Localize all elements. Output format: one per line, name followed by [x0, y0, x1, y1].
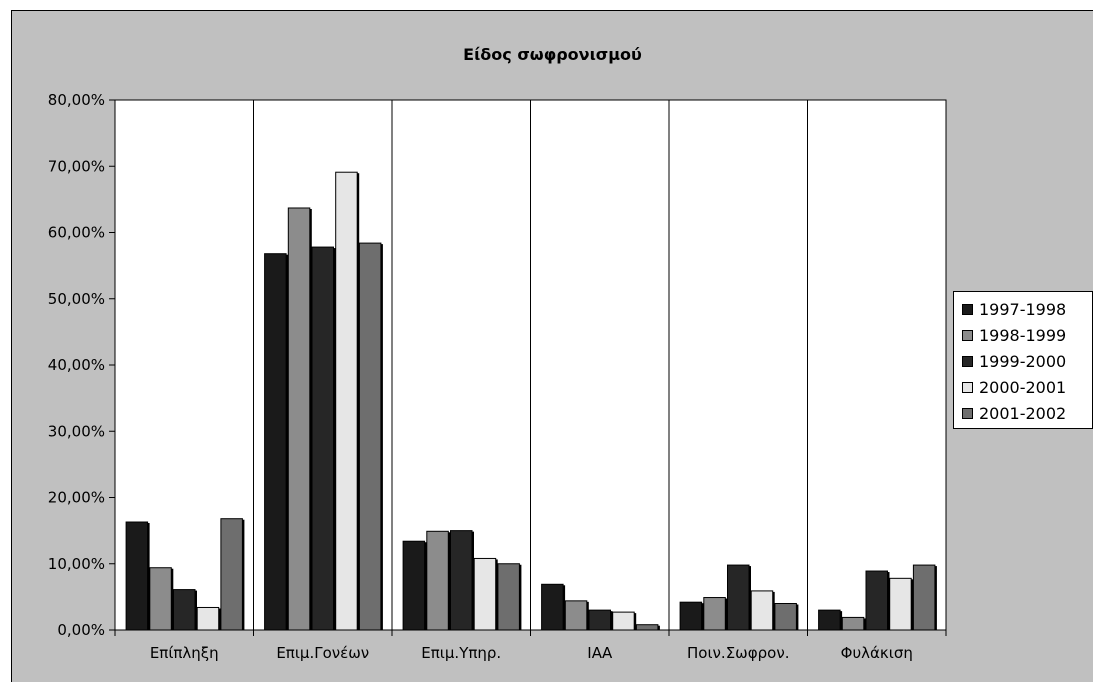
- legend-swatch: [962, 355, 973, 367]
- bar: [865, 570, 888, 631]
- legend-item: 1999-2000: [962, 348, 1092, 374]
- bar: [426, 530, 449, 631]
- legend-swatch: [962, 329, 973, 341]
- legend-label: 1999-2000: [979, 351, 1067, 371]
- legend-item: 1998-1999: [962, 322, 1092, 348]
- legend-item: 2000-2001: [962, 374, 1092, 400]
- bar: [588, 609, 611, 631]
- legend-item: 1997-1998: [962, 296, 1092, 322]
- y-tick-label: 20,00%: [48, 489, 105, 507]
- bar: [912, 564, 936, 631]
- bar: [402, 540, 426, 631]
- y-tick-label: 70,00%: [48, 157, 105, 175]
- legend-label: 1998-1999: [979, 325, 1067, 345]
- bar: [679, 601, 703, 631]
- bar: [564, 600, 588, 631]
- chart-title: Είδος σωφρονισμού: [463, 45, 642, 64]
- y-tick-label: 40,00%: [48, 356, 105, 374]
- bar: [311, 246, 334, 631]
- bar: [358, 242, 382, 631]
- y-tick-label: 30,00%: [48, 422, 105, 440]
- chart-legend: 1997-1998 1998-1999 1999-2000 2000-2001 2001…: [953, 291, 1093, 429]
- y-tick-label: 0,00%: [57, 621, 105, 639]
- bar: [497, 563, 520, 631]
- bar: [287, 207, 311, 631]
- x-tick-label: Επιμ.Υπηρ.: [421, 644, 501, 662]
- bar: [703, 597, 726, 631]
- legend-label: 2000-2001: [979, 377, 1067, 397]
- bar: [125, 521, 149, 631]
- bar: [149, 567, 172, 631]
- legend-label: 2001-2002: [979, 403, 1067, 423]
- bar: [264, 253, 287, 631]
- bar: [173, 589, 196, 631]
- bar: [841, 616, 865, 631]
- y-tick-label: 50,00%: [48, 290, 105, 308]
- x-tick-label: Επίπληξη: [150, 644, 219, 662]
- bar: [635, 624, 659, 631]
- bar: [727, 564, 750, 631]
- bar: [220, 518, 243, 631]
- x-tick-label: ΙΑΑ: [587, 644, 613, 662]
- y-tick-label: 60,00%: [48, 224, 105, 242]
- bar: [541, 583, 564, 631]
- bar: [750, 590, 774, 631]
- x-tick-label: Φυλάκιση: [841, 644, 913, 662]
- legend-swatch: [962, 381, 973, 393]
- x-tick-label: Ποιν.Σωφρον.: [687, 644, 789, 662]
- legend-item: 2001-2002: [962, 400, 1092, 426]
- bar: [818, 609, 841, 631]
- legend-label: 1997-1998: [979, 299, 1067, 319]
- bar: [450, 530, 473, 631]
- legend-swatch: [962, 407, 973, 419]
- bar: [473, 557, 497, 631]
- bar: [774, 603, 797, 631]
- bar: [612, 611, 635, 631]
- x-tick-label: Επιμ.Γονέων: [276, 644, 369, 662]
- bar: [196, 606, 220, 631]
- bar: [889, 577, 912, 631]
- y-tick-label: 10,00%: [48, 555, 105, 573]
- legend-swatch: [962, 303, 973, 315]
- bar: [335, 171, 358, 631]
- y-tick-label: 80,00%: [48, 91, 105, 109]
